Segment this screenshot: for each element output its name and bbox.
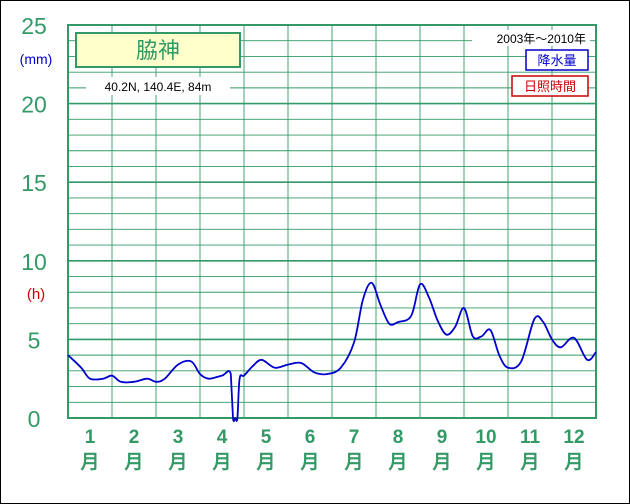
x-tick-month-number: 12 xyxy=(563,427,584,448)
unit-precip-label: (mm) xyxy=(20,51,53,67)
station-name: 脇神 xyxy=(136,38,180,63)
x-tick-month-number: 10 xyxy=(475,427,496,448)
x-tick-month-number: 6 xyxy=(305,427,316,448)
x-tick-month-label: 月 xyxy=(211,452,231,473)
x-tick-month-number: 5 xyxy=(261,427,272,448)
series-layer xyxy=(67,281,597,423)
x-tick-month-label: 月 xyxy=(123,452,143,473)
period-label: 2003年〜2010年 xyxy=(497,32,586,46)
x-tick-labels: 1 月 2 月 3 月 4 月 5 月 6 月 7 月 8 月 9 月 10 月 11 月 12 月 xyxy=(79,427,584,473)
y-tick-label: 5 xyxy=(28,327,41,353)
x-tick-month-number: 8 xyxy=(393,427,404,448)
x-tick-month-label: 月 xyxy=(519,452,539,473)
legend-sun-box xyxy=(511,75,589,97)
x-tick-month-number: 1 xyxy=(85,427,96,448)
x-tick-month-label: 月 xyxy=(431,452,451,473)
legend-precip: 降水量 xyxy=(537,53,576,68)
legend-precip-box xyxy=(525,49,589,71)
x-tick-month-number: 2 xyxy=(129,427,140,448)
y-tick-label: 0 xyxy=(28,406,41,432)
x-tick-month-label: 月 xyxy=(167,452,187,473)
series-line-precipitation xyxy=(67,281,597,423)
x-tick-month-label: 月 xyxy=(255,452,275,473)
legend-sun: 日照時間 xyxy=(524,79,576,94)
y-tick-label: 10 xyxy=(21,249,47,275)
x-tick-month-number: 11 xyxy=(520,427,541,448)
period-box xyxy=(472,30,590,46)
station-coords: 40.2N, 140.4E, 84m xyxy=(105,80,212,94)
x-tick-month-label: 月 xyxy=(79,452,99,473)
x-tick-month-label: 月 xyxy=(343,452,363,473)
y-tick-labels: 25 20 15 10 5 0 xyxy=(21,13,47,432)
x-tick-month-label: 月 xyxy=(563,452,583,473)
y-tick-label: 25 xyxy=(21,13,47,39)
x-tick-month-label: 月 xyxy=(299,452,319,473)
y-tick-label: 15 xyxy=(21,170,47,196)
x-tick-month-number: 4 xyxy=(217,427,228,448)
x-tick-month-number: 7 xyxy=(349,427,360,448)
plot-border xyxy=(67,24,597,419)
x-tick-month-number: 9 xyxy=(437,427,448,448)
unit-sun-label: (h) xyxy=(27,286,45,303)
coords-box xyxy=(86,77,230,95)
x-tick-month-label: 月 xyxy=(387,452,407,473)
x-tick-month-number: 3 xyxy=(173,427,184,448)
y-tick-label: 20 xyxy=(21,92,47,118)
x-tick-month-label: 月 xyxy=(475,452,495,473)
station-name-box xyxy=(75,32,241,68)
